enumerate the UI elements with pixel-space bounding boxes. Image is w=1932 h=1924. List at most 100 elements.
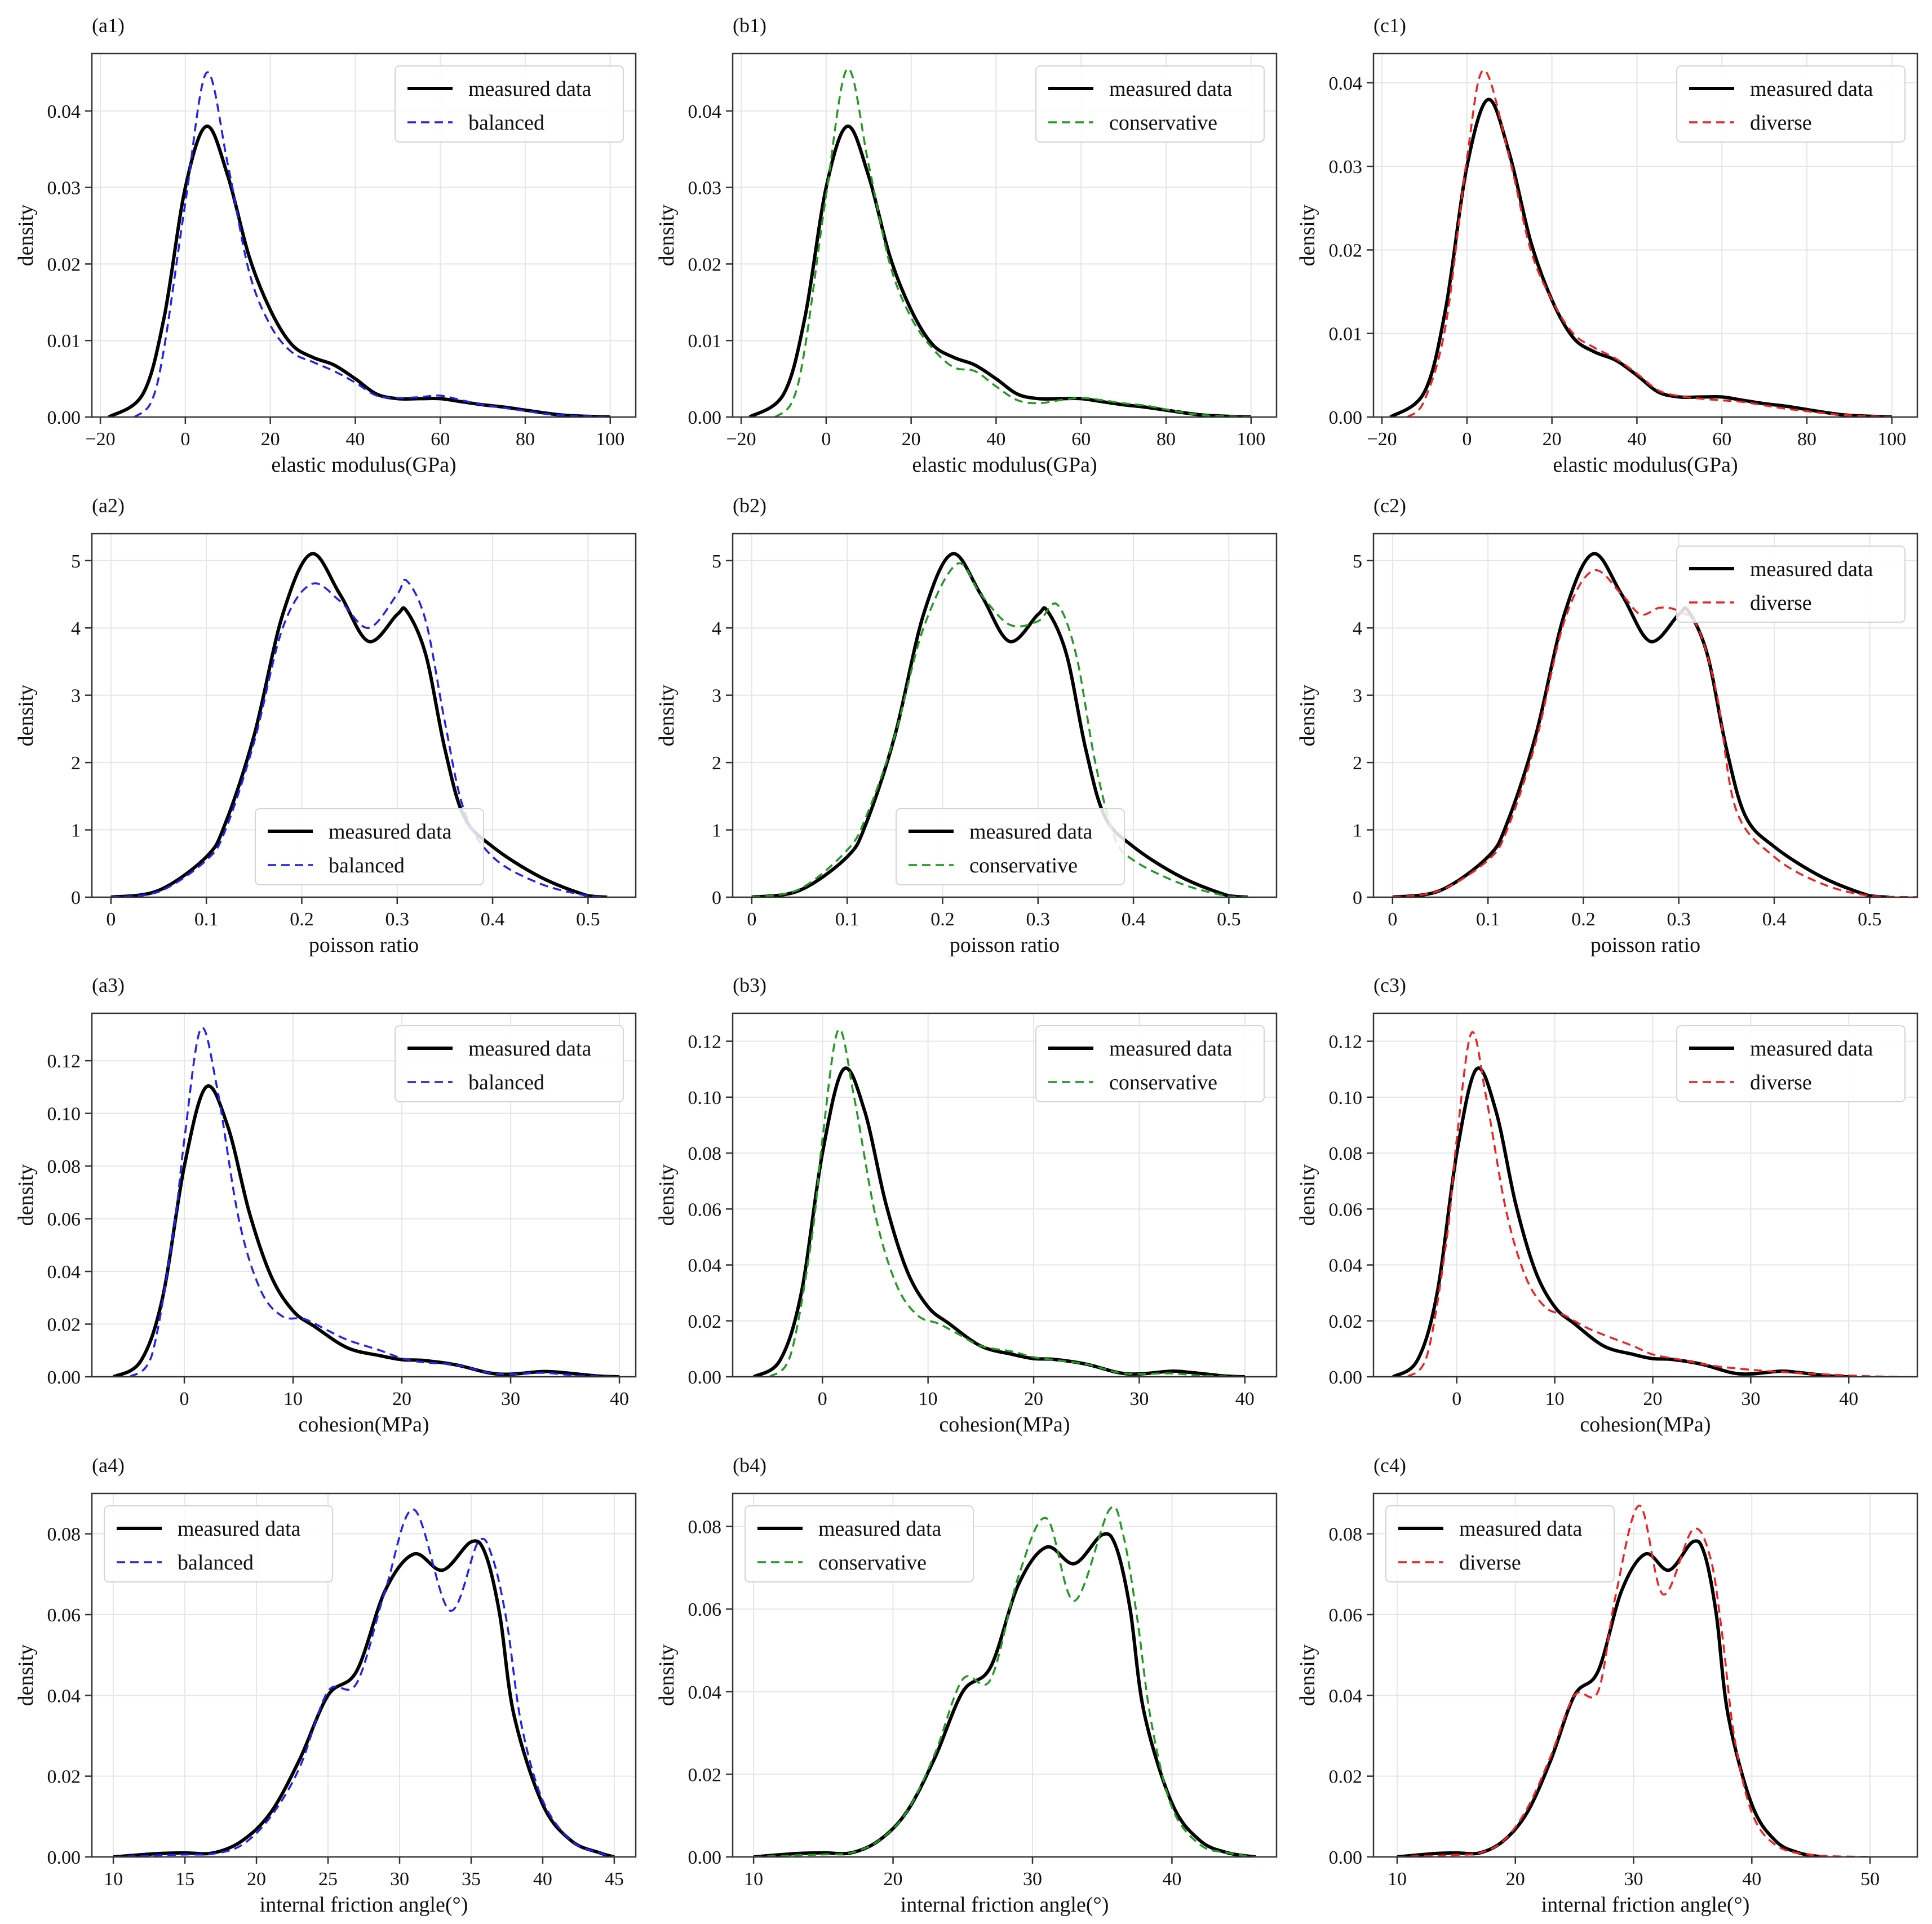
x-tick-label: 25 — [318, 1869, 338, 1890]
panel-a3: 0 10 20 30 40 0.00 0.02 0.04 0.06 0.08 0.10 0.12 coh… — [14, 974, 637, 1437]
y-tick-label: 0.06 — [47, 1209, 81, 1230]
panel-label: (a1) — [92, 14, 125, 37]
x-axis-label: internal friction angle(°) — [901, 1893, 1109, 1917]
y-tick-label: 0.04 — [1329, 73, 1363, 94]
panel-a4: 10 15 20 25 30 35 40 45 0.00 0.02 0.04 0.06 0.08 inte… — [14, 1454, 637, 1917]
x-tick-label: 0.2 — [290, 909, 314, 930]
y-tick-label: 4 — [712, 618, 721, 639]
legend-entry: measured data — [1109, 77, 1233, 101]
y-axis-label: density — [655, 1164, 679, 1226]
series-line-measured-data — [748, 125, 1251, 417]
panel-label: (a3) — [92, 974, 125, 996]
x-tick-label: 100 — [1877, 429, 1906, 450]
x-tick-label: 60 — [1071, 429, 1091, 450]
y-axis-label: density — [1296, 685, 1319, 747]
y-tick-label: 0.01 — [1329, 324, 1363, 345]
legend-entry: measured data — [1750, 77, 1873, 101]
x-tick-label: 20 — [1024, 1389, 1043, 1409]
y-tick-label: 0.00 — [47, 1847, 81, 1868]
x-tick-label: 10 — [104, 1869, 123, 1890]
panel-label: (a2) — [92, 494, 125, 517]
x-tick-label: 10 — [919, 1389, 938, 1409]
panel-c3: 0 10 20 30 40 0.00 0.02 0.04 0.06 0.08 0.10 0.12 coh… — [1296, 974, 1918, 1437]
x-axis-label: internal friction angle(°) — [1541, 1893, 1750, 1917]
y-tick-label: 3 — [712, 686, 721, 707]
x-tick-label: 100 — [596, 429, 624, 450]
legend: measured data diverse — [1676, 1025, 1906, 1102]
y-tick-label: 0.08 — [1329, 1524, 1363, 1545]
y-tick-label: 0 — [1353, 888, 1362, 908]
axes-frame — [732, 1492, 1278, 1858]
legend: measured data balanced — [395, 1025, 624, 1102]
legend-entry: conservative — [1109, 111, 1217, 135]
x-tick-label: 0.2 — [1571, 909, 1596, 930]
x-tick-label: 0 — [1452, 1389, 1461, 1409]
x-tick-label: 10 — [283, 1389, 303, 1409]
x-tick-label: 40 — [1742, 1869, 1761, 1890]
x-tick-label: 40 — [1162, 1869, 1181, 1890]
x-tick-label: 40 — [1627, 429, 1646, 450]
x-axis-label: cohesion(MPa) — [1580, 1413, 1711, 1437]
axes-frame — [91, 1012, 637, 1378]
series-line-measured-data — [751, 552, 1248, 897]
y-tick-label: 0.02 — [47, 254, 81, 275]
x-tick-label: 35 — [462, 1869, 481, 1890]
y-tick-label: 0.06 — [1329, 1605, 1363, 1626]
legend-entry: diverse — [1750, 1071, 1812, 1094]
legend-entry: conservative — [969, 854, 1078, 877]
x-tick-label: 0.4 — [1762, 909, 1787, 930]
x-tick-label: 30 — [501, 1389, 520, 1409]
y-axis-label: density — [655, 1644, 679, 1706]
legend-entry: balanced — [329, 854, 405, 877]
x-tick-label: 0.5 — [576, 909, 600, 930]
panel-label: (c2) — [1373, 494, 1406, 517]
legend: measured data diverse — [1676, 65, 1906, 143]
axes-frame — [732, 533, 1278, 898]
y-tick-label: 0.00 — [688, 1367, 722, 1388]
y-tick-label: 0.06 — [1329, 1199, 1363, 1220]
x-tick-label: 10 — [1545, 1389, 1565, 1409]
axes-frame — [1372, 1492, 1918, 1858]
panel-label: (b2) — [733, 494, 766, 517]
axes-frame — [732, 52, 1278, 418]
legend: measured data conservative — [1035, 1025, 1265, 1102]
panel-c1: −20 0 20 40 60 80 100 0.00 0.01 0.02 0.03 0.04 elast… — [1296, 14, 1918, 477]
y-tick-label: 0.10 — [47, 1104, 81, 1125]
legend: measured data diverse — [1385, 1505, 1615, 1582]
legend-entry: balanced — [178, 1551, 254, 1575]
y-axis-label: density — [14, 1164, 38, 1226]
x-tick-label: 0 — [180, 1389, 189, 1409]
x-tick-label: 0 — [106, 909, 116, 930]
series-line-balanced — [129, 1026, 620, 1377]
series-line-measured-data — [1392, 1066, 1849, 1377]
y-tick-label: 0.03 — [1329, 157, 1363, 178]
axes-frame — [1372, 1012, 1918, 1378]
y-axis-label: density — [14, 1644, 38, 1706]
y-tick-label: 4 — [1353, 618, 1362, 639]
y-axis-label: density — [14, 205, 38, 267]
panel-a2: 0 0.1 0.2 0.3 0.4 0.5 0 1 2 3 4 5 poisson ratio densi… — [14, 494, 637, 957]
series-line-conservative — [769, 1028, 1245, 1377]
x-tick-label: 100 — [1237, 429, 1265, 450]
x-tick-label: 20 — [902, 429, 921, 450]
y-tick-label: 0.08 — [1329, 1143, 1363, 1164]
panel-label: (b4) — [733, 1454, 766, 1477]
legend-entry: diverse — [1750, 111, 1812, 135]
x-tick-label: 0 — [818, 1389, 827, 1409]
series-line-measured-data — [1389, 97, 1892, 417]
y-tick-label: 0.00 — [688, 407, 722, 428]
x-tick-label: −20 — [1367, 429, 1397, 450]
x-tick-label: 30 — [390, 1869, 409, 1890]
y-tick-label: 0.04 — [688, 101, 722, 122]
y-tick-label: 5 — [712, 551, 721, 572]
y-tick-label: 0.08 — [688, 1517, 722, 1538]
x-tick-label: 80 — [516, 429, 535, 450]
legend-entry: measured data — [1750, 557, 1873, 581]
panel-b3: 0 10 20 30 40 0.00 0.02 0.04 0.06 0.08 0.10 0.12 coh… — [655, 974, 1278, 1437]
series-line-measured-data — [110, 552, 608, 897]
x-tick-label: 0.1 — [194, 909, 219, 930]
x-tick-label: 30 — [1129, 1389, 1149, 1409]
y-axis-label: density — [1296, 205, 1319, 267]
x-tick-label: 0 — [1462, 429, 1472, 450]
x-axis-label: elastic modulus(GPa) — [271, 453, 456, 477]
